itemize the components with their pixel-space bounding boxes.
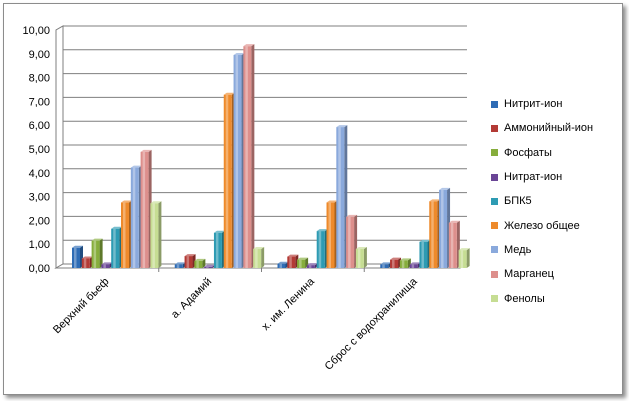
bar — [458, 248, 470, 268]
y-tick-label: 9,00 — [29, 49, 50, 61]
bar — [194, 258, 206, 268]
bar — [111, 226, 123, 268]
legend-swatch — [491, 197, 498, 205]
bar — [399, 258, 411, 268]
y-tick-label: 7,00 — [29, 96, 50, 108]
legend-swatch — [491, 295, 498, 303]
legend-item: Нитрат-ион — [491, 165, 621, 189]
bar — [213, 230, 225, 268]
legend-swatch — [491, 124, 498, 132]
y-tick-label: 3,00 — [29, 192, 50, 204]
legend-item: Марганец — [491, 262, 621, 286]
y-tick-label: 4,00 — [29, 168, 50, 180]
legend-label: Фенолы — [504, 292, 545, 305]
legend-swatch — [491, 246, 498, 254]
legend-item: Фенолы — [491, 286, 621, 310]
x-tick-label: а. Адамий — [169, 276, 214, 321]
y-tick-label: 8,00 — [29, 73, 50, 85]
bar — [81, 256, 93, 268]
legend-swatch — [491, 222, 498, 230]
y-tick-label: 10,00 — [22, 25, 50, 37]
bar — [243, 44, 255, 269]
bar — [130, 165, 142, 268]
bar — [297, 257, 309, 268]
x-tick-label: Сброс с водохранилища — [323, 275, 421, 373]
legend-swatch — [491, 100, 498, 108]
bar — [101, 262, 113, 268]
legend-label: Железо общее — [504, 219, 580, 232]
y-tick-label: 5,00 — [29, 144, 50, 156]
legend-swatch — [491, 270, 498, 278]
y-tick-label: 0,00 — [29, 263, 50, 275]
bar — [140, 149, 152, 268]
legend: Нитрит-ион Аммонийный-ион Фосфаты Нитрат-ио… — [491, 92, 621, 311]
bar — [121, 200, 132, 268]
legend-swatch — [491, 149, 498, 157]
bar — [223, 92, 235, 269]
legend-item: БПК5 — [491, 189, 621, 213]
bar — [233, 52, 245, 268]
bar — [355, 246, 367, 268]
x-axis: Верхний бьеф а. Адамий х. им. Ленина Сброс … — [51, 275, 420, 373]
y-tick-label: 6,00 — [29, 120, 50, 132]
legend-item: Железо общее — [491, 213, 621, 237]
bar — [346, 214, 358, 268]
legend-label: Медь — [504, 243, 532, 256]
y-axis: 0,00 1,00 2,00 3,00 4,00 5,00 6,00 7,00 8,00 9,00… — [22, 25, 57, 275]
bar — [429, 199, 441, 268]
bars — [72, 44, 470, 272]
bar — [287, 254, 299, 268]
bar — [72, 245, 83, 268]
legend-item: Нитрит-ион — [491, 92, 621, 116]
bar — [326, 200, 338, 268]
bar — [253, 246, 265, 268]
legend-label: Аммонийный-ион — [504, 122, 594, 135]
bar — [448, 220, 460, 268]
x-tick-label: Верхний бьеф — [51, 276, 112, 337]
legend-label: Нитрат-ион — [504, 171, 563, 184]
legend-label: Фосфаты — [504, 146, 552, 159]
legend-item: Фосфаты — [491, 141, 621, 165]
x-tick-label: х. им. Ленина — [260, 275, 318, 333]
bar — [439, 187, 451, 268]
legend-label: Марганец — [504, 268, 554, 281]
bar — [316, 229, 328, 268]
bar — [150, 201, 162, 268]
legend-label: БПК5 — [504, 195, 532, 208]
y-tick-label: 1,00 — [29, 239, 50, 251]
bar — [390, 257, 402, 268]
legend-label: Нитрит-ион — [504, 98, 563, 111]
legend-item: Аммонийный-ион — [491, 116, 621, 140]
bar — [91, 238, 103, 268]
legend-item: Медь — [491, 238, 621, 262]
side-wall — [55, 25, 64, 269]
bar — [184, 254, 196, 268]
legend-swatch — [491, 173, 498, 181]
bar — [277, 261, 289, 268]
chart-area — [3, 3, 623, 395]
bar — [336, 125, 348, 268]
bar — [419, 239, 431, 268]
y-tick-label: 2,00 — [29, 215, 50, 227]
